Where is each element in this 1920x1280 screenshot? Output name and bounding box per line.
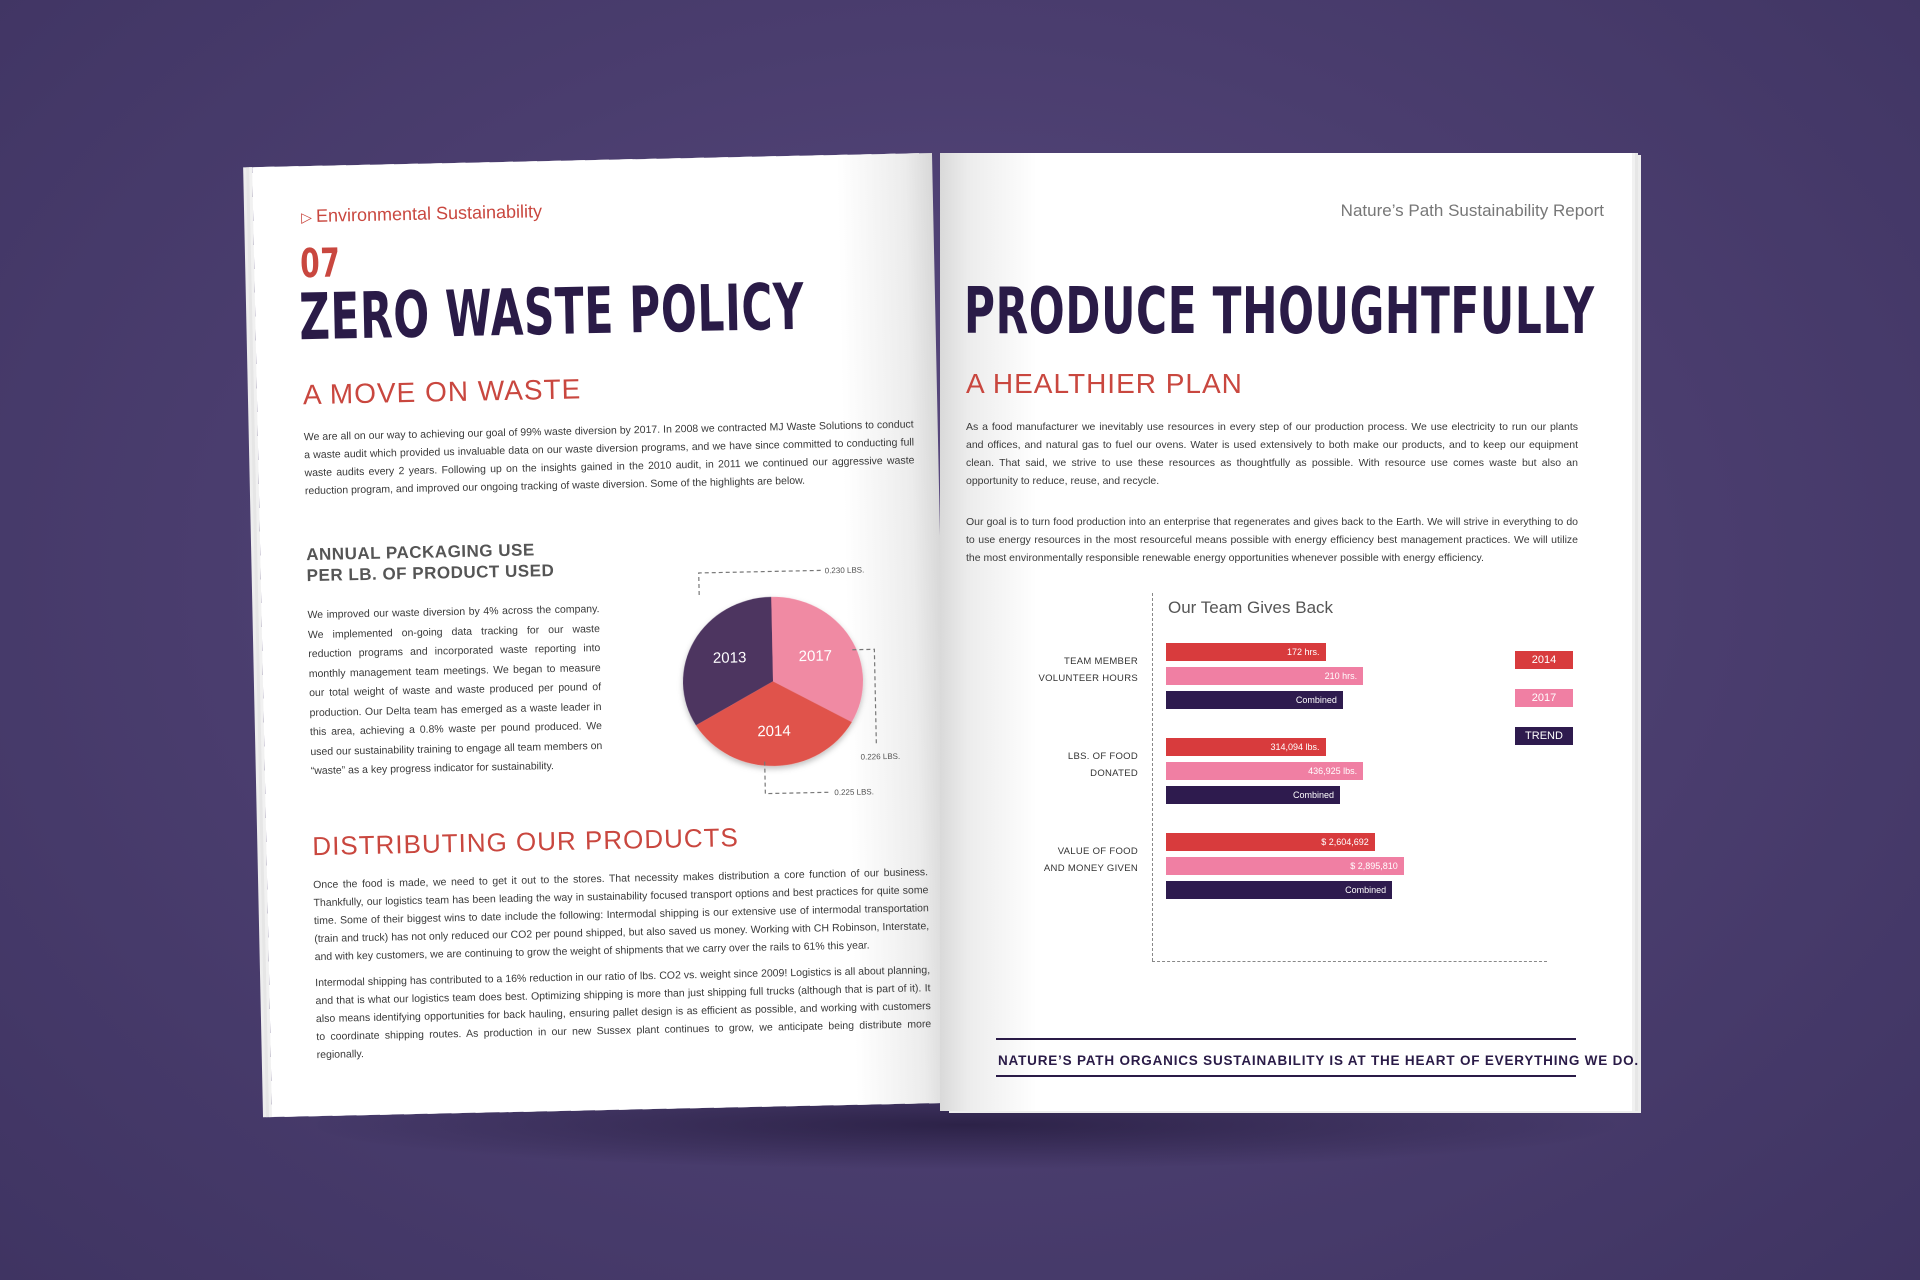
callout-2013: 0.230 LBS.: [825, 565, 865, 575]
bar-chart-y-axis: [1152, 593, 1153, 961]
section2-paragraph1: Once the food is made, we need to get it…: [313, 866, 930, 964]
triangle-right-icon: ▷: [301, 208, 313, 226]
footer-tagline: NATURE’S PATH ORGANICS SUSTAINABILITY IS…: [998, 1053, 1639, 1068]
subtitle: A MOVE ON WASTE: [302, 373, 582, 411]
intro-paragraph: We are all on our way to achieving our g…: [303, 418, 915, 498]
section-label: ▷ Environmental Sustainability: [301, 201, 542, 227]
pie-slice-2013: [683, 596, 774, 726]
page-title-right: PRODUCE THOUGHTFULLY: [964, 275, 1595, 349]
callout-line-2017: [852, 648, 877, 745]
callout-2017: 0.226 LBS.: [861, 752, 901, 762]
left-page: ▷ Environmental Sustainability 07 ZERO WA…: [252, 152, 952, 1118]
bar-2014: 314,094 lbs.: [1166, 738, 1326, 756]
section-label-text: Environmental Sustainability: [315, 201, 543, 226]
subtitle-right: A HEALTHIER PLAN: [966, 368, 1243, 399]
pie-chart-paragraph: We improved our waste diversion by 4% ac…: [307, 603, 603, 778]
bar-category-label: TEAM MEMBER VOLUNTEER HOURS: [1038, 656, 1138, 684]
legend-2014: 2014: [1515, 651, 1573, 669]
pie-chart: 2013 2017 2014 0.230 LBS. 0.226 LBS. 0.225…: [683, 565, 901, 797]
bar-2014: 172 hrs.: [1166, 643, 1326, 661]
pie-slice-2014: [695, 681, 852, 767]
bar-chart-title: Our Team Gives Back: [1168, 598, 1334, 617]
running-header: Nature’s Path Sustainability Report: [1340, 201, 1604, 220]
footer-rule-bottom: [996, 1075, 1576, 1077]
bar-2017: 436,925 lbs.: [1166, 762, 1364, 780]
bar-trend: Combined: [1166, 881, 1393, 899]
callout-line-2013: [698, 569, 821, 595]
bar-trend: Combined: [1166, 786, 1340, 804]
pie-label-2013: 2013: [713, 649, 747, 667]
pie-label-2014: 2014: [757, 723, 791, 741]
callout-2014: 0.225 LBS.: [834, 787, 874, 797]
right-page: Nature’s Path Sustainability Report PROD…: [940, 153, 1638, 1111]
callout-line-2014: [764, 761, 831, 795]
bar-category-label: LBS. OF FOOD DONATED: [1067, 751, 1138, 779]
bar-chart-x-axis: [1152, 961, 1547, 962]
legend-2017: 2017: [1515, 689, 1573, 707]
legend-trend: TREND: [1515, 727, 1573, 745]
bar-2017: 210 hrs.: [1166, 667, 1364, 685]
bar-chart: Our Team Gives Back TEAM MEMBER VOLUNTEER…: [940, 593, 1632, 973]
footer-rule-top: [996, 1038, 1576, 1040]
paragraph2-right: Our goal is to turn food production into…: [966, 516, 1578, 564]
bar-2014: $ 2,604,692: [1166, 833, 1375, 851]
section2-paragraph2: Intermodal shipping has contributed to a…: [315, 964, 932, 1062]
page-title: ZERO WASTE POLICY: [298, 270, 806, 356]
bar-category-label: VALUE OF FOOD AND MONEY GIVEN: [1043, 846, 1138, 874]
section2-title: DISTRIBUTING OUR PRODUCTS: [312, 822, 740, 862]
bar-2017: $ 2,895,810: [1166, 857, 1404, 875]
bar-trend: Combined: [1166, 691, 1343, 709]
pie-chart-heading: ANNUAL PACKAGING USE PER LB. OF PRODUCT …: [306, 538, 607, 586]
pie-label-2017: 2017: [798, 647, 832, 665]
paragraph1-right: As a food manufacturer we inevitably use…: [966, 421, 1578, 487]
pie-slice-2017: [771, 596, 863, 723]
